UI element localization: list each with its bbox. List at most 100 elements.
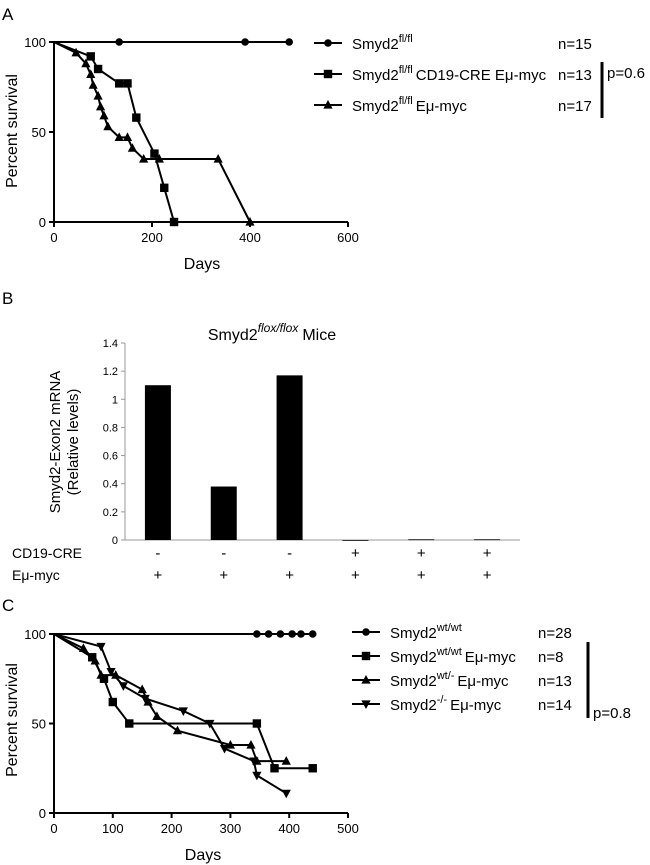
panel-c-series-4-legend-rest: Eμ-myc [450,697,502,714]
panel-c-y-tick-label: 0 [39,806,46,821]
panel-c-series-3-point [96,670,106,679]
panel-a-xlabel: Days [184,256,220,273]
panel-a-series-3-point [154,154,164,163]
panel-b-bar-6 [474,539,501,541]
panel-b-y-tick-label: 1.4 [103,338,118,350]
panel-b-ylabel: Smyd2-Exon2 mRNA [47,371,64,514]
panel-b-y-tick-label: 0.6 [103,451,118,463]
panel-a-series-1-point [241,38,249,46]
panel-label-c: C [2,596,14,615]
panel-a-series-2-point [160,183,169,192]
panel-a-y-tick-label: 50 [32,125,46,140]
panel-b-myc-sign: + [285,567,294,584]
panel-c-series-2-legend-sup: wt/wt [436,646,462,658]
panel-b-y-tick-label: 1.2 [103,366,118,378]
panel-a-series-3-point [71,47,81,57]
panel-c-series-4-point [96,642,106,652]
panel-b-title-sup: flox/flox [258,321,300,335]
panel-c-series-3-legend-marker [361,675,371,684]
panel-a-y-tick-label: 100 [24,35,46,50]
panel-b-y-tick-label: 0.4 [103,479,118,491]
panel-c-y-tick-label: 50 [32,717,46,732]
panel-c-series-4-legend-sup: -/- [437,694,448,706]
panel-c-series-3-legend-base: Smyd2 [390,673,437,690]
panel-c-series-3-n-label: n=13 [538,673,572,690]
panel-b-title-rest: Mice [302,327,336,344]
panel-b-row-label-myc: Eμ-myc [12,567,60,583]
panel-c-series-4-n-label: n=14 [538,697,572,714]
panel-c-pvalue: p=0.8 [593,705,631,722]
panel-a-x-tick-label: 400 [239,230,261,245]
panel-c-series-4-legend-base: Smyd2 [390,697,437,714]
panel-a-series-2-point [86,52,95,61]
panel-b-myc-sign: + [351,567,360,584]
panel-c-series-4-point [178,707,188,716]
panel-a-x-tick-label: 600 [337,230,359,245]
panel-c-xlabel: Days [185,847,221,864]
panel-c-series-4-point [140,694,150,704]
panel-c-series-1-legend-marker [362,628,370,636]
panel-c-series-4-point [118,682,128,691]
panel-a-series-1-point [285,38,294,46]
panel-a-series-3-legend-base: Smyd2 [352,98,399,115]
panel-c-series-1-n-label: n=28 [538,625,572,642]
panel-b-bar-4 [342,540,369,541]
panel-a-series-2-point [93,64,103,74]
panel-c-series-3-point [246,739,256,749]
panel-b-row-label-cre: CD19-CRE [12,545,82,561]
panel-c-series-3-legend-rest: Eμ-myc [457,673,509,690]
panel-c-series-1-point [288,630,296,638]
panel-a-series-2-legend-marker [323,69,333,79]
panel-c-series-2-point [252,719,262,728]
panel-a-series-2-legend-base: Smyd2 [352,67,399,84]
panel-b-bar-1 [144,385,171,540]
panel-c-series-1-legend-base: Smyd2 [390,625,437,642]
panel-c-x-tick-label: 300 [220,821,242,836]
panel-b-cre-sign: - [287,545,292,562]
panel-c-series-2-point [108,697,117,707]
panel-c-series-4-legend-label: Smyd2-/- Eμ-myc [390,694,502,714]
panel-b-myc-sign: + [417,567,426,584]
panel-a-series-3-legend-label: Smyd2fl/fl Eμ-myc [352,95,467,115]
panel-label-a: A [2,5,14,24]
panel-b-y-tick-label: 0 [112,535,118,547]
panel-c-x-tick-label: 500 [337,821,359,836]
panel-c-series-4-point [249,757,259,767]
panel-a-series-2-point [132,113,141,122]
panel-b-cre-sign: + [417,545,426,562]
panel-a-series-2-point [169,217,179,227]
panel-a-series-3-legend-rest: Eμ-myc [416,98,468,115]
panel-c-series-2-legend-label: Smyd2wt/wt Eμ-myc [390,646,516,666]
panel-c-series-2-point [308,764,317,773]
panel-c-series-3-point [281,756,291,765]
panel-c-series-2-point [125,719,134,728]
panel-b-bar-3 [276,375,303,540]
panel-a-series-2-legend-rest: CD19-CRE Eμ-myc [416,67,547,84]
panel-b-title: Smyd2flox/flox Mice [208,321,336,344]
panel-c-series-4-point [106,667,116,677]
panel-b-y-tick-label: 1 [112,394,118,406]
panel-c-x-tick-label: 0 [50,821,57,836]
panel-a-series-2-legend-label: Smyd2fl/fl CD19-CRE Eμ-myc [352,64,547,84]
panel-c-x-tick-label: 100 [102,821,124,836]
panel-a-series-1-point [115,38,123,46]
panel-a-x-tick-label: 0 [50,230,57,245]
panel-a-series-3-point [122,132,133,141]
panel-c-series-1-point [253,630,261,638]
panel-label-b: B [2,289,13,308]
panel-c-series-3-point [111,670,121,679]
panel-c-series-2-point [270,764,279,773]
panel-c-series-3-point [172,725,183,735]
panel-c-series-2-n-label: n=8 [538,649,563,666]
panel-a-series-3-line [53,41,251,223]
panel-a-series-3-point [93,91,103,100]
panel-c-series-3-legend-sup: wt/- [436,670,455,682]
panel-a-series-3-point [114,132,124,141]
panel-c-series-3-point [143,697,153,706]
panel-c-series-1-point [276,630,285,638]
panel-a-ylabel: Percent survival [4,74,21,188]
panel-b-myc-sign: + [154,567,163,584]
panel-c-series-3-legend-label: Smyd2wt/- Eμ-myc [390,670,509,690]
panel-b-myc-sign: + [219,567,228,584]
